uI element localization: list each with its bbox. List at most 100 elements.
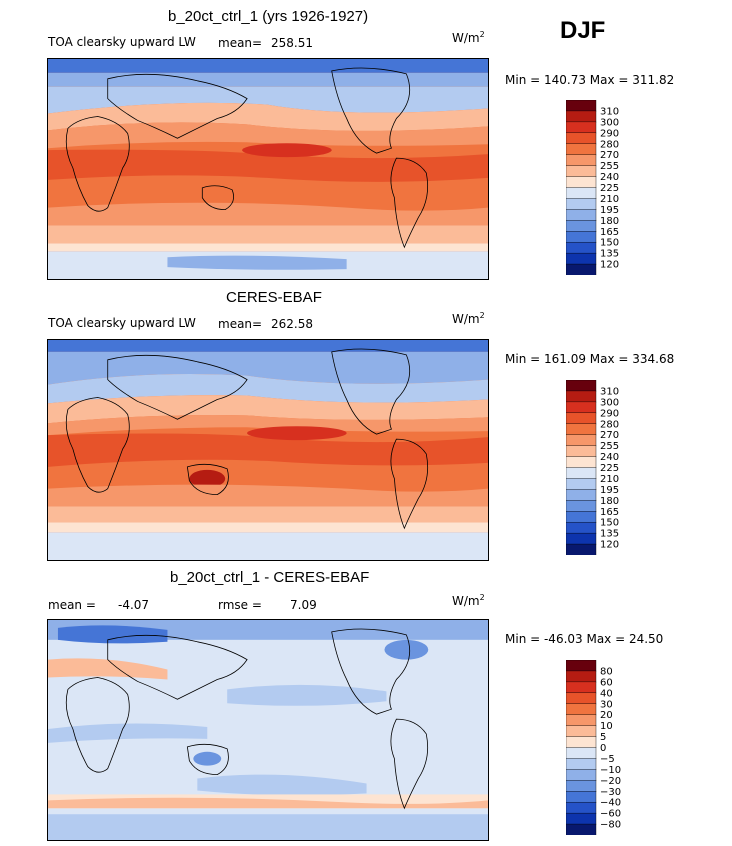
panel2-mean-label: mean=	[218, 317, 263, 331]
panel2-colorbar-tick-label: 135	[600, 529, 619, 540]
panel3-units: W/m2	[452, 593, 485, 608]
panel3-colorbar-tick-label: −80	[600, 820, 621, 831]
panel2-title: CERES-EBAF	[226, 289, 322, 306]
panel3-colorbar-segment	[566, 747, 597, 759]
panel2-colorbar-tick-label: 280	[600, 419, 619, 430]
panel1-colorbar-tick-label: 195	[600, 205, 619, 216]
panel1-map	[47, 58, 489, 280]
panel3-colorbar-segment	[566, 660, 597, 672]
panel1-colorbar-segment	[566, 154, 597, 167]
panel3-colorbar-tick-label: 30	[600, 699, 613, 710]
panel2-colorbar-segment	[566, 467, 597, 479]
panel2-colorbar-tick-label: 270	[600, 430, 619, 441]
panel1-colorbar-segment	[566, 252, 597, 265]
panel3-colorbar-tick-label: −10	[600, 765, 621, 776]
panel1-variable: TOA clearsky upward LW	[48, 35, 196, 49]
panel1-colorbar-tick-label: 135	[600, 249, 619, 260]
panel3-colorbar-segment	[566, 725, 597, 738]
panel3-colorbar-segment	[566, 780, 597, 792]
panel2-colorbar-tick-label: 290	[600, 408, 619, 419]
panel1-title: b_20ct_ctrl_1 (yrs 1926-1927)	[168, 8, 369, 25]
panel3-colorbar-tick-label: 20	[600, 710, 613, 721]
panel1-colorbar-tick-label: 120	[600, 260, 619, 271]
panel3-rmse-value: 7.09	[290, 598, 317, 612]
panel1-colorbar-tick-label: 150	[600, 238, 619, 249]
panel1-colorbar-tick-label: 165	[600, 227, 619, 238]
panel3-colorbar-tick-label: 0	[600, 743, 606, 754]
panel2-mean-value: 262.58	[271, 317, 313, 331]
panel2-colorbar-segment	[566, 500, 597, 512]
panel1-colorbar-tick-label: 255	[600, 161, 619, 172]
panel2-colorbar-segment	[566, 489, 597, 501]
panel2-colorbar-tick-label: 225	[600, 463, 619, 474]
panel1-mean-label: mean=	[218, 36, 263, 50]
panel2-colorbar-tick-label: 165	[600, 507, 619, 518]
panel2-colorbar-segment	[566, 543, 597, 555]
panel3-colorbar-tick-label: −60	[600, 809, 621, 820]
panel1-colorbar-segment	[566, 132, 597, 145]
panel2-units: W/m2	[452, 311, 485, 326]
panel2-map	[47, 339, 489, 561]
panel1-colorbar-segment	[566, 143, 597, 156]
panel1-colorbar-segment	[566, 220, 597, 232]
panel2-colorbar-tick-label: 300	[600, 397, 619, 408]
panel3-colorbar-tick-label: 60	[600, 677, 613, 688]
panel2-colorbar-segment	[566, 456, 597, 468]
panel3-colorbar-tick-label: −20	[600, 776, 621, 787]
panel1-colorbar-tick-label: 240	[600, 172, 619, 183]
panel1-colorbar-segment	[566, 187, 597, 199]
panel3-colorbar-tick-label: −30	[600, 787, 621, 798]
panel2-colorbar-tick-label: 310	[600, 386, 619, 397]
panel3-colorbar-segment	[566, 736, 597, 748]
panel2-colorbar-tick-label: 120	[600, 540, 619, 551]
panel2-colorbar-segment	[566, 511, 597, 523]
panel3-title: b_20ct_ctrl_1 - CERES-EBAF	[170, 569, 370, 586]
panel1-colorbar-segment	[566, 110, 597, 123]
panel3-colorbar-segment	[566, 823, 597, 835]
panel3-mean-label: mean =	[48, 598, 96, 612]
panel1-colorbar-tick-label: 225	[600, 183, 619, 194]
panel1-colorbar-segment	[566, 263, 597, 275]
panel3-colorbar-segment	[566, 692, 597, 705]
panel1-mean-value: 258.51	[271, 36, 313, 50]
panel1-colorbar-tick-label: 180	[600, 216, 619, 227]
panel2-colorbar-tick-label: 180	[600, 496, 619, 507]
panel1-colorbar-tick-label: 290	[600, 128, 619, 139]
panel2-colorbar-segment	[566, 434, 597, 447]
panel3-colorbar-segment	[566, 681, 597, 694]
panel2-colorbar-tick-label: 195	[600, 485, 619, 496]
panel1-minmax: Min = 140.73 Max = 311.82	[505, 73, 675, 87]
panel1-colorbar-tick-label: 280	[600, 139, 619, 150]
panel2-colorbar-segment	[566, 521, 597, 534]
panel3-colorbar-segment	[566, 769, 597, 781]
panel3-colorbar-tick-label: 80	[600, 666, 613, 677]
panel1-colorbar: 3103002902802702552402252101951801651501…	[566, 100, 619, 275]
panel1-colorbar-tick-label: 310	[600, 106, 619, 117]
panel2-colorbar: 3103002902802702552402252101951801651501…	[566, 380, 619, 555]
panel1-colorbar-tick-label: 300	[600, 117, 619, 128]
panel2-colorbar-segment	[566, 423, 597, 436]
panel2-colorbar-segment	[566, 380, 597, 392]
panel2-colorbar-segment	[566, 445, 597, 458]
panel1-colorbar-segment	[566, 231, 597, 243]
panel2-colorbar-tick-label: 255	[600, 441, 619, 452]
panel3-colorbar-segment	[566, 758, 597, 770]
panel2-colorbar-segment	[566, 478, 597, 490]
panel1-colorbar-segment	[566, 209, 597, 221]
panel1-units: W/m2	[452, 30, 485, 45]
panel3-colorbar-tick-label: −40	[600, 798, 621, 809]
panel2-colorbar-segment	[566, 412, 597, 425]
panel1-colorbar-segment	[566, 176, 597, 188]
panel2-colorbar-tick-label: 240	[600, 452, 619, 463]
panel2-minmax: Min = 161.09 Max = 334.68	[505, 352, 675, 366]
panel3-map	[47, 619, 489, 841]
panel1-colorbar-tick-label: 270	[600, 150, 619, 161]
panel3-colorbar-tick-label: −5	[600, 754, 615, 765]
panel1-colorbar-segment	[566, 165, 597, 178]
panel2-colorbar-segment	[566, 401, 597, 414]
season-label: DJF	[560, 17, 606, 44]
panel1-colorbar-segment	[566, 100, 597, 112]
panel3-colorbar-segment	[566, 670, 597, 683]
panel3-colorbar-segment	[566, 801, 597, 814]
